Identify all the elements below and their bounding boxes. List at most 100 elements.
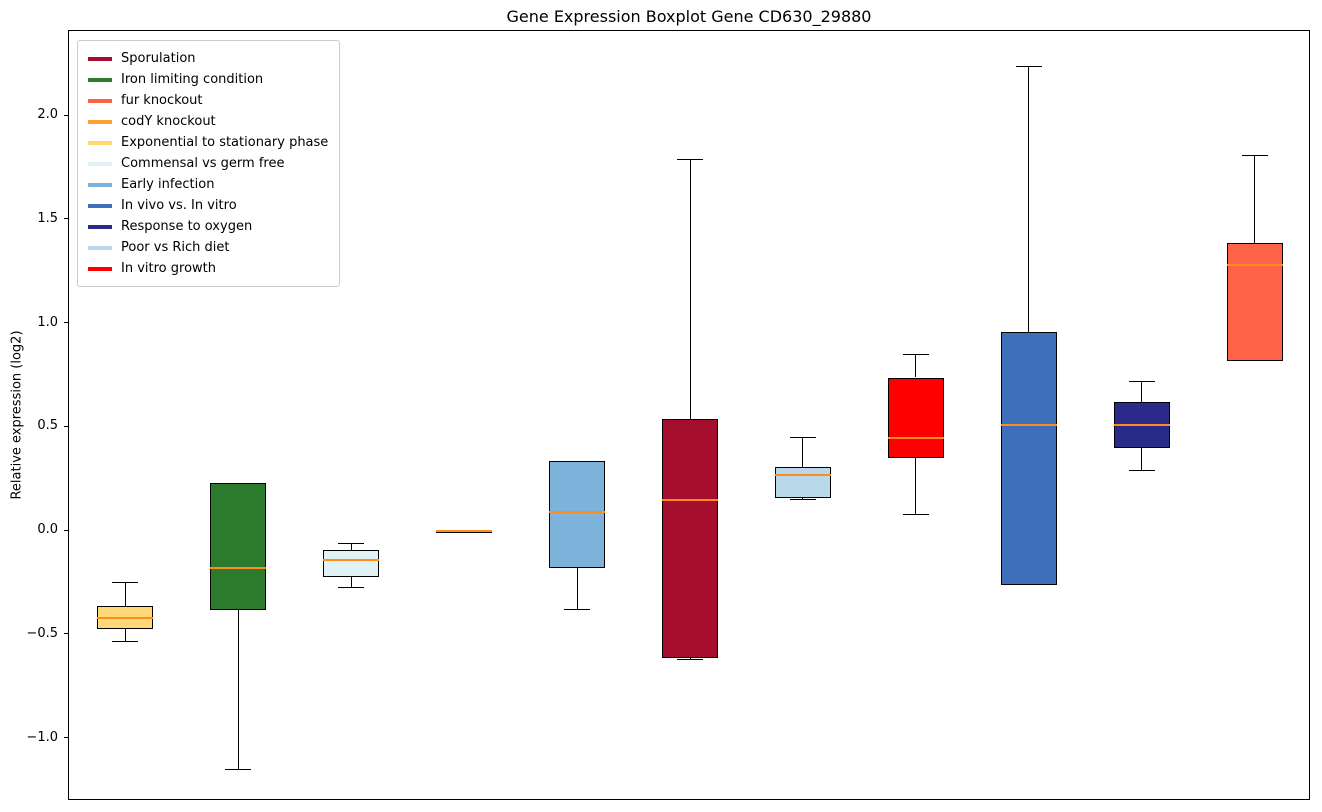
legend-item-sporulation: Sporulation [88,48,328,69]
box-poor-vs-rich-diet [774,466,831,498]
chart-title: Gene Expression Boxplot Gene CD630_29880 [506,7,872,26]
whisker-low-early-infection [576,568,578,610]
y-tick-mark [64,218,68,220]
box-commensal-vs-germ-free [323,549,380,577]
whisker-low-response-to-oxygen [1141,448,1143,471]
whisker-cap-low-response-to-oxygen [1128,470,1155,472]
whisker-cap-high-in-vivo-vs-in-vitro [1015,65,1042,67]
whisker-low-iron-limiting-condition [237,609,239,770]
legend-color-swatch [88,119,112,124]
legend-item-exponential-to-stationary-phase: Exponential to stationary phase [88,132,328,153]
y-tick-label: −0.5 [26,625,58,641]
legend-color-swatch [88,182,112,187]
box-in-vitro-growth [887,377,944,459]
median-line-early-infection [549,511,606,514]
y-tick-mark [64,114,68,116]
legend-color-swatch [88,224,112,229]
legend: Sporulation Iron limiting condition fur kn… [77,40,341,287]
whisker-high-in-vivo-vs-in-vitro [1028,66,1030,332]
y-tick-label: 0.0 [37,522,58,538]
legend-label: Sporulation [121,51,196,66]
legend-color-swatch [88,203,112,208]
whisker-cap-high-commensal-vs-germ-free [338,543,365,544]
median-line-fur-knockout [1226,264,1283,267]
whisker-high-in-vitro-growth [915,354,917,378]
legend-label: Response to oxygen [121,219,253,234]
legend-color-swatch [88,266,112,271]
y-tick-mark [64,529,68,531]
whisker-high-sporulation [689,159,691,419]
whisker-cap-low-exponential-to-stationary-phase [112,640,139,642]
box-iron-limiting-condition [210,483,267,610]
legend-label: codY knockout [121,114,216,129]
median-line-in-vivo-vs-in-vitro [1000,424,1057,427]
median-line-iron-limiting-condition [210,567,267,570]
whisker-high-response-to-oxygen [1141,381,1143,403]
legend-color-swatch [88,98,112,103]
whisker-cap-low-poor-vs-rich-diet [789,499,816,501]
box-fur-knockout [1226,242,1283,361]
legend-color-swatch [88,140,112,145]
y-tick-label: 2.0 [37,107,58,123]
box-exponential-to-stationary-phase [97,605,154,629]
y-axis-label: Relative expression (log2) [9,330,25,500]
whisker-high-commensal-vs-germ-free [350,543,352,550]
whisker-low-exponential-to-stationary-phase [124,628,126,641]
whisker-cap-low-early-infection [564,609,591,611]
legend-label: Early infection [121,177,215,192]
whisker-high-poor-vs-rich-diet [802,437,804,467]
legend-color-swatch [88,161,112,166]
median-line-in-vitro-growth [887,436,944,439]
whisker-cap-high-in-vitro-growth [902,354,929,356]
legend-label: Iron limiting condition [121,72,264,87]
y-tick-label: 1.5 [37,210,58,226]
whisker-cap-low-sporulation [677,659,703,661]
whisker-cap-high-response-to-oxygen [1128,381,1155,383]
legend-label: In vitro growth [121,261,216,276]
legend-label: fur knockout [121,93,203,108]
box-in-vivo-vs-in-vitro [1000,331,1057,585]
legend-item-in-vivo-vs-in-vitro: In vivo vs. In vitro [88,195,328,216]
median-line-commensal-vs-germ-free [323,559,380,562]
legend-item-commensal-vs-germ-free: Commensal vs germ free [88,153,328,174]
legend-label: In vivo vs. In vitro [121,198,237,213]
median-line-cody-knockout [436,530,493,533]
whisker-cap-low-commensal-vs-germ-free [338,586,365,588]
legend-color-swatch [88,56,112,61]
median-line-exponential-to-stationary-phase [97,617,154,620]
legend-item-cody-knockout: codY knockout [88,111,328,132]
legend-item-response-to-oxygen: Response to oxygen [88,216,328,237]
whisker-cap-high-sporulation [677,159,703,161]
y-tick-label: −1.0 [26,729,58,745]
legend-label: Poor vs Rich diet [121,240,230,255]
legend-label: Commensal vs germ free [121,156,285,171]
y-tick-label: 1.0 [37,314,58,330]
whisker-cap-high-fur-knockout [1241,154,1268,156]
legend-item-early-infection: Early infection [88,174,328,195]
whisker-low-poor-vs-rich-diet [802,497,804,500]
median-line-sporulation [662,498,718,501]
y-tick-label: 0.5 [37,418,58,434]
whisker-high-exponential-to-stationary-phase [124,582,126,606]
y-tick-mark [64,322,68,324]
whisker-low-commensal-vs-germ-free [350,576,352,588]
whisker-cap-high-exponential-to-stationary-phase [112,582,139,584]
plot-area: Sporulation Iron limiting condition fur kn… [68,30,1310,800]
legend-item-poor-vs-rich-diet: Poor vs Rich diet [88,237,328,258]
whisker-low-in-vitro-growth [915,458,917,515]
median-line-response-to-oxygen [1113,424,1170,427]
y-tick-mark [64,633,68,635]
whisker-cap-low-iron-limiting-condition [225,769,252,771]
median-line-poor-vs-rich-diet [774,474,831,477]
whisker-low-sporulation [689,657,691,660]
legend-label: Exponential to stationary phase [121,135,329,150]
whisker-cap-low-in-vitro-growth [902,513,929,515]
legend-color-swatch [88,77,112,82]
legend-item-fur-knockout: fur knockout [88,90,328,111]
whisker-high-fur-knockout [1254,155,1256,243]
y-tick-mark [64,425,68,427]
legend-item-in-vitro-growth: In vitro growth [88,258,328,279]
y-tick-mark [64,737,68,739]
